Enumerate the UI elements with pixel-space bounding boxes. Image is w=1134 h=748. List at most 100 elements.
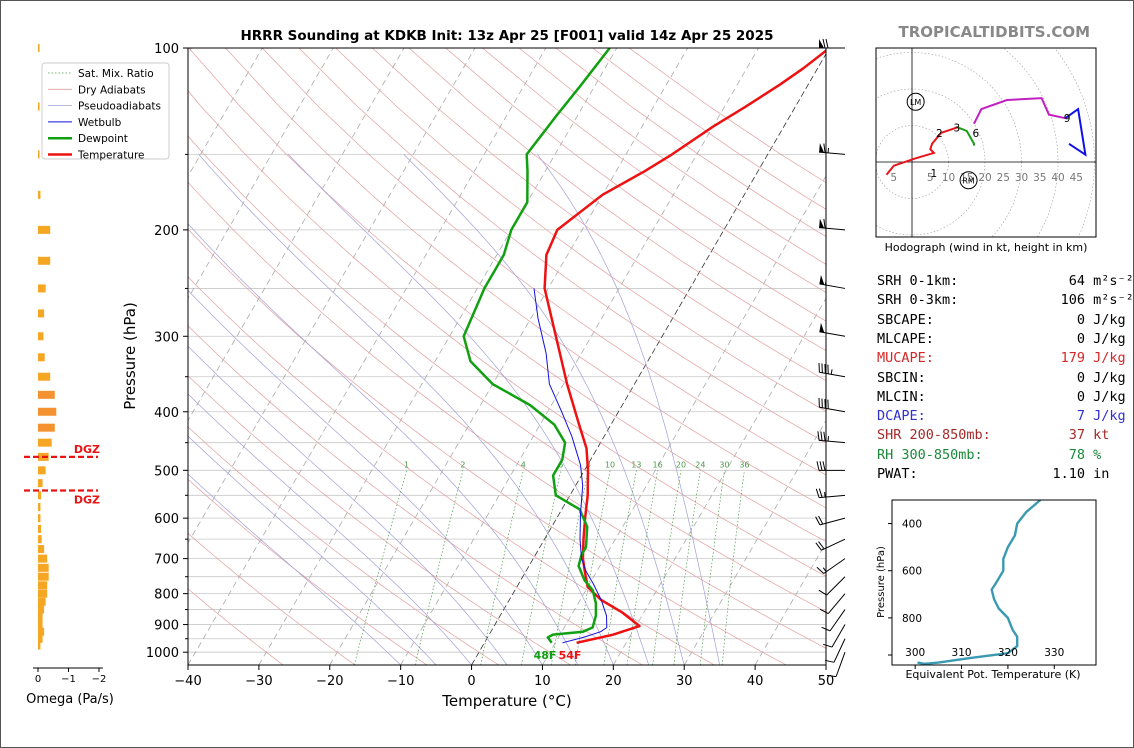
- index-value: 64: [1068, 273, 1085, 289]
- wind-barb: [818, 576, 846, 596]
- omega-bar: [38, 150, 40, 159]
- omega-bar: [38, 390, 55, 399]
- y-tick-label: 800: [154, 588, 179, 603]
- isotherm: [188, 48, 547, 665]
- theta-e-chart: 300 310 320 330 400 600 800 Equivalent Pot. Te…: [876, 499, 1097, 681]
- legend-label: Dry Adiabats: [78, 84, 146, 96]
- pseudoadiabat: [198, 154, 614, 665]
- omega-bar: [38, 563, 49, 572]
- dry-adiabat: [298, 48, 826, 444]
- theta-e-x-tick-label: 320: [998, 647, 1018, 659]
- mixing-ratio-label: 13: [631, 460, 641, 469]
- mixing-ratio-line: [603, 470, 637, 665]
- omega-bar: [38, 44, 40, 52]
- hodograph-ring: [620, 0, 1134, 454]
- theta-e-frame: [891, 499, 1097, 666]
- mixing-ratio-line: [699, 470, 725, 665]
- index-value: 7: [1076, 408, 1085, 425]
- omega-bar: [38, 284, 46, 293]
- x-tick-label: 0: [467, 674, 475, 689]
- isotherm: [400, 48, 759, 665]
- dry-adiabat: [262, 48, 826, 476]
- wind-barb: [823, 624, 846, 648]
- omega-bar: [38, 479, 43, 488]
- pseudoadiabat: [403, 154, 685, 665]
- mixing-ratio-label: 6: [558, 460, 563, 469]
- omega-bars: [38, 44, 57, 650]
- series-wetbulb: [533, 288, 608, 644]
- isotherm: [188, 48, 334, 300]
- index-label: MLCAPE:: [877, 330, 934, 347]
- index-unit: J/kg: [1085, 369, 1126, 386]
- y-tick-label: 900: [154, 619, 179, 634]
- index-label: SBCAPE:: [877, 311, 934, 328]
- index-row: MLCIN: 0 J/kg: [877, 389, 1126, 405]
- x-tick-label: −10: [387, 674, 414, 689]
- y-tick-label: 600: [154, 512, 179, 527]
- index-unit: J/kg: [1085, 408, 1126, 425]
- y-tick-label: 200: [154, 224, 179, 239]
- isotherm: [471, 53, 826, 665]
- index-value: 179: [1060, 350, 1085, 367]
- mixing-ratio-line: [626, 470, 658, 665]
- hodograph-labels: 5 5 10 15 20 25 30 35 40 45 1 2 3 6 9 LM RM: [890, 92, 1083, 190]
- wind-barb: [819, 143, 846, 155]
- index-value: 0: [1076, 388, 1085, 405]
- dry-adiabat: [188, 588, 284, 665]
- index-row: SRH 0-3km: 106 m²s⁻²: [877, 292, 1134, 308]
- pseudoadiabat: [188, 435, 437, 665]
- hodograph-segment: [1064, 107, 1087, 157]
- mixing-ratio-label: 24: [695, 460, 705, 469]
- index-row: DCAPE: 7 J/kg: [877, 408, 1126, 424]
- wind-barb: [819, 322, 846, 337]
- theta-e-xlabel: Equivalent Pot. Temperature (K): [905, 668, 1080, 681]
- omega-bar: [38, 535, 42, 544]
- omega-xlabel: Omega (Pa/s): [26, 692, 114, 707]
- index-value: 37: [1068, 427, 1085, 444]
- series-temperature: [543, 49, 826, 645]
- wind-barb: [819, 593, 846, 615]
- hodograph-frame: [875, 47, 1097, 238]
- omega-bar: [38, 545, 45, 554]
- omega-bar: [38, 256, 51, 265]
- theta-e-y-tick-label: 800: [902, 613, 922, 625]
- mixing-ratio-line: [480, 470, 524, 665]
- wind-barb: [815, 538, 846, 551]
- index-unit: m²s⁻²: [1085, 292, 1134, 309]
- x-axis-ticks: −40 −30 −20 −10 0 10 20 30 40 50: [174, 665, 834, 689]
- omega-bar: [38, 353, 45, 362]
- omega-bar: [38, 581, 48, 590]
- storm-motion-label: RM: [962, 176, 975, 185]
- surface-temperature-label: 54F: [559, 649, 582, 662]
- index-label: MUCAPE:: [877, 350, 934, 367]
- mixing-ratio-line: [673, 470, 701, 665]
- y-tick-label: 500: [154, 464, 179, 479]
- mixing-ratio-label: 16: [653, 460, 663, 469]
- index-unit: m²s⁻²: [1085, 273, 1134, 289]
- y-axis-label: Pressure (hPa): [121, 302, 139, 410]
- theta-e-ticks: 300 310 320 330 400 600 800: [888, 519, 1064, 669]
- legend-box: [41, 62, 170, 160]
- theta-e-profile: [917, 500, 1042, 665]
- omega-bar: [38, 589, 48, 598]
- index-label: MLCIN:: [877, 388, 926, 405]
- dry-adiabat: [188, 48, 826, 543]
- omega-bar: [38, 627, 45, 636]
- index-label: SHR 200-850mb:: [877, 427, 991, 444]
- hodograph-caption: Hodograph (wind in kt, height in km): [885, 241, 1088, 254]
- dry-adiabat: [445, 48, 826, 322]
- pseudoadiabat: [537, 154, 721, 665]
- hodograph-ring-label: 5: [927, 172, 934, 184]
- omega-bar: [38, 502, 41, 511]
- dry-adiabat: [188, 90, 826, 577]
- index-unit: J/kg: [1085, 388, 1126, 405]
- dgz-label: DGZ: [74, 494, 100, 507]
- storm-motion-marker: [906, 92, 925, 111]
- legend-label: Dewpoint: [78, 133, 128, 145]
- dgz-label: DGZ: [74, 443, 100, 456]
- index-label: RH 300-850mb:: [877, 446, 983, 463]
- wind-barb: [816, 558, 846, 574]
- hodograph-segment: [957, 126, 975, 146]
- mixing-ratio-line: [353, 470, 407, 665]
- hodograph-ring-label: 30: [1015, 172, 1028, 184]
